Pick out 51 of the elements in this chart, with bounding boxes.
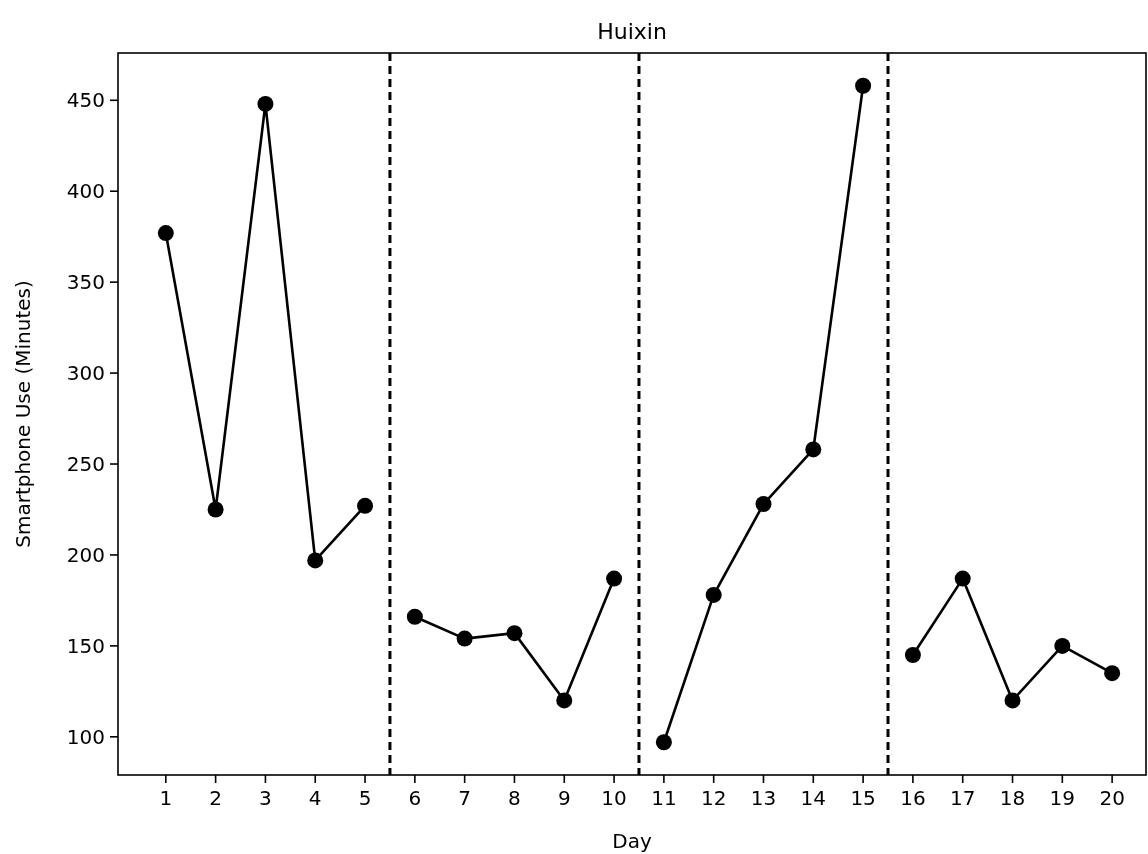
- point: [506, 625, 523, 642]
- point: [705, 586, 722, 603]
- x-tick-label: 16: [900, 786, 926, 810]
- x-tick-label: 17: [949, 786, 976, 810]
- point: [257, 95, 274, 112]
- point: [954, 570, 971, 587]
- y-tick-label: 250: [66, 452, 105, 477]
- y-tick-label: 100: [66, 724, 105, 749]
- x-tick-label: 9: [557, 786, 571, 810]
- y-tick-label: 400: [66, 179, 105, 204]
- point: [904, 646, 921, 663]
- point: [307, 552, 324, 569]
- x-tick-label: 10: [601, 786, 627, 810]
- x-tick-label: 2: [209, 786, 222, 810]
- point: [157, 225, 174, 242]
- x-tick-label: 3: [259, 786, 272, 810]
- y-tick-label: 150: [66, 633, 105, 658]
- x-tick-label: 6: [408, 786, 422, 810]
- point: [755, 496, 772, 513]
- x-tick-label: 1: [159, 786, 173, 810]
- point: [456, 630, 473, 647]
- y-tick-label: 350: [66, 270, 105, 295]
- y-axis-title: Smartphone Use (Minutes): [11, 280, 35, 548]
- y-tick-label: 200: [66, 542, 105, 567]
- point: [655, 734, 672, 751]
- x-tick-label: 13: [750, 786, 777, 810]
- x-tick-label: 15: [850, 786, 876, 810]
- point: [556, 692, 573, 709]
- point: [406, 608, 423, 625]
- x-tick-label: 5: [358, 786, 372, 810]
- point: [207, 501, 224, 518]
- x-tick-label: 11: [651, 786, 677, 810]
- x-axis-title: Day: [612, 829, 652, 853]
- point: [805, 441, 822, 458]
- x-tick-label: 8: [508, 786, 521, 810]
- point: [357, 497, 374, 514]
- chart-title: Huixin: [597, 19, 667, 44]
- point: [1104, 665, 1121, 682]
- x-tick-label: 20: [1099, 786, 1125, 810]
- point: [1004, 692, 1021, 709]
- x-tick-label: 4: [308, 786, 322, 810]
- x-tick-label: 18: [999, 786, 1026, 810]
- y-tick-label: 300: [66, 361, 105, 386]
- x-tick-label: 14: [800, 786, 827, 810]
- x-tick-label: 19: [1049, 786, 1076, 810]
- x-tick-label: 7: [458, 786, 472, 810]
- point: [606, 570, 623, 587]
- x-tick-label: 12: [700, 786, 727, 810]
- y-tick-label: 450: [66, 88, 105, 113]
- point: [1054, 637, 1071, 654]
- point: [855, 77, 872, 94]
